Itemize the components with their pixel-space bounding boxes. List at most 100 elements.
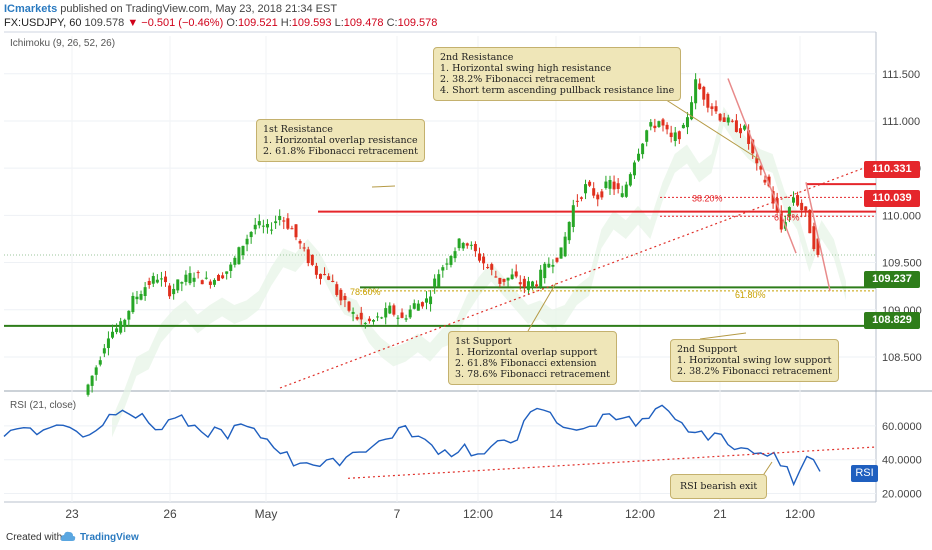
price-tick-label: 109.500 bbox=[882, 258, 922, 270]
candle-body bbox=[371, 320, 375, 322]
tradingview-link[interactable]: TradingView bbox=[80, 532, 139, 543]
candle-body bbox=[649, 122, 653, 127]
annotation-line: 2. 61.8% Fibonacci retracement bbox=[263, 146, 418, 157]
candle-body bbox=[135, 296, 139, 300]
annotation-line: 1. Horizontal overlap support bbox=[455, 347, 598, 358]
annotation-line: 2. 38.2% Fibonacci retracement bbox=[440, 74, 595, 85]
candle-body bbox=[457, 238, 461, 249]
candle-body bbox=[278, 215, 282, 221]
candle-body bbox=[347, 301, 351, 311]
price-tag-1st-support[interactable]: 109.237 bbox=[864, 271, 920, 288]
candle-body bbox=[331, 280, 335, 282]
ascending-trendline bbox=[279, 162, 877, 389]
candle-body bbox=[555, 257, 559, 262]
candle-body bbox=[172, 288, 176, 295]
candle-body bbox=[616, 183, 620, 189]
candle-body bbox=[734, 120, 738, 132]
candle-body bbox=[314, 265, 318, 275]
candle-body bbox=[465, 243, 469, 246]
candle-body bbox=[690, 102, 694, 120]
annotation-line: 2nd Resistance bbox=[440, 52, 514, 63]
time-tick-label: 12:00 bbox=[463, 507, 493, 521]
candle-body bbox=[151, 276, 155, 284]
price-tag-2nd-resistance[interactable]: 110.331 bbox=[864, 161, 920, 178]
ohlc-line: FX:USDJPY, 60 109.578 ▼ −0.501 (−0.46%) … bbox=[4, 16, 924, 30]
candle-body bbox=[106, 338, 110, 349]
price-tick-label: 111.500 bbox=[882, 69, 920, 81]
fib-level-label: 61.80% bbox=[735, 290, 766, 300]
candle-body bbox=[359, 312, 363, 320]
price-tag-2nd-support[interactable]: 108.829 bbox=[864, 312, 920, 329]
candle-body bbox=[396, 317, 400, 319]
candle-body bbox=[265, 223, 269, 228]
rsi-label[interactable]: RSI (21, close) bbox=[10, 400, 77, 411]
candle-body bbox=[620, 193, 624, 197]
candle-body bbox=[115, 328, 119, 333]
rsi-trendline bbox=[347, 446, 877, 479]
candle-body bbox=[176, 279, 180, 291]
candle-body bbox=[343, 295, 347, 300]
candle-body bbox=[180, 282, 184, 284]
callout-connector bbox=[371, 185, 396, 188]
ichimoku-label[interactable]: Ichimoku (9, 26, 52, 26) bbox=[10, 38, 116, 49]
fib-level-label: 61.8% bbox=[774, 212, 800, 222]
candle-body bbox=[604, 181, 608, 189]
candle-body bbox=[751, 139, 755, 154]
annotation-1st-support[interactable]: 1st Support 1. Horizontal overlap suppor… bbox=[448, 331, 617, 385]
candle-body bbox=[351, 311, 355, 314]
rsi-tick-label: 60.0000 bbox=[882, 421, 922, 433]
annotation-line: 2. 61.8% Fibonacci extension bbox=[455, 358, 597, 369]
published-text: published on TradingView.com, May 23, 20… bbox=[57, 3, 338, 15]
candle-body bbox=[473, 243, 477, 252]
candle-body bbox=[563, 236, 567, 257]
rsi-line bbox=[3, 404, 821, 487]
candle-body bbox=[771, 191, 775, 204]
candle-body bbox=[123, 319, 127, 327]
fibonacci-labels: 38.20% 61.8% 78.60% 61.80% bbox=[350, 193, 800, 299]
candle-body bbox=[796, 195, 800, 206]
grid bbox=[4, 36, 876, 502]
candle-body bbox=[323, 274, 327, 276]
candle-body bbox=[812, 226, 816, 250]
annotation-1st-resistance[interactable]: 1st Resistance 1. Horizontal overlap res… bbox=[256, 119, 425, 162]
candle-body bbox=[685, 117, 689, 128]
candle-body bbox=[535, 284, 539, 287]
candle-body bbox=[665, 124, 669, 130]
cloud-area bbox=[112, 106, 846, 438]
time-tick-label: 12:00 bbox=[785, 507, 815, 521]
annotation-line: 2nd Support bbox=[677, 344, 738, 355]
candle-body bbox=[779, 211, 783, 230]
rsi-value-badge[interactable]: RSI bbox=[851, 465, 878, 482]
close-label: C: bbox=[386, 17, 398, 29]
candle-body bbox=[514, 271, 518, 277]
publisher-brand[interactable]: ICmarkets bbox=[4, 3, 58, 15]
candle-body bbox=[204, 277, 208, 279]
candle-body bbox=[290, 228, 294, 230]
annotation-2nd-resistance[interactable]: 2nd Resistance 1. Horizontal swing high … bbox=[433, 47, 682, 101]
candle-body bbox=[400, 312, 404, 318]
candle-body bbox=[363, 322, 367, 324]
candle-body bbox=[767, 176, 771, 187]
candle-body bbox=[384, 308, 388, 318]
candle-body bbox=[506, 277, 510, 281]
chart-canvas[interactable]: 111.500111.000110.500110.000109.500109.0… bbox=[0, 0, 932, 527]
candle-body bbox=[518, 282, 522, 285]
price-tag-1st-resistance[interactable]: 110.039 bbox=[864, 190, 920, 207]
candle-body bbox=[245, 238, 249, 245]
candle-body bbox=[502, 278, 506, 282]
candle-body bbox=[743, 125, 747, 130]
candle-body bbox=[217, 275, 221, 281]
annotation-line: 1. Horizontal overlap resistance bbox=[263, 135, 418, 146]
candle-body bbox=[261, 225, 265, 227]
candle-body bbox=[681, 124, 685, 129]
candle-body bbox=[339, 289, 343, 301]
candle-body bbox=[567, 221, 571, 241]
candle-body bbox=[469, 244, 473, 246]
candle-body bbox=[441, 267, 445, 271]
annotation-2nd-support[interactable]: 2nd Support 1. Horizontal swing low supp… bbox=[670, 339, 839, 382]
annotation-rsi-bearish-exit[interactable]: RSI bearish exit bbox=[670, 474, 768, 499]
candle-body bbox=[498, 277, 502, 284]
candle-body bbox=[376, 316, 380, 318]
candle-body bbox=[714, 106, 718, 112]
candle-body bbox=[787, 207, 791, 217]
